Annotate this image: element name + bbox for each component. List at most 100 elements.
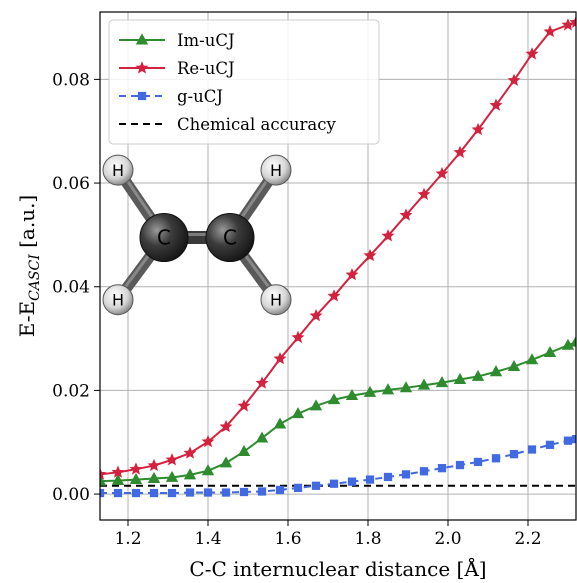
data-point [435,166,449,180]
data-point [147,471,161,483]
data-point [111,474,125,486]
data-point [135,61,149,74]
data-point [347,477,357,486]
data-point [135,33,149,45]
data-point [165,470,179,482]
series-g-ucj [100,435,576,498]
data-point [131,488,141,498]
series-line [100,21,576,476]
data-point [113,488,123,498]
data-point [167,488,177,498]
data-point [291,330,305,344]
data-point [221,488,231,497]
data-point [453,372,467,384]
data-point [311,481,321,490]
data-point [149,488,159,498]
data-point [455,460,465,470]
data-point [543,24,557,38]
atom-label: C [223,225,237,249]
y-axis-label-main: E-E [15,301,39,337]
x-tick-label: 2.2 [514,529,541,549]
x-tick-label: 1.8 [354,529,381,549]
legend-entry: Im-uCJ [119,31,235,50]
x-tick-label: 1.2 [114,529,141,549]
y-tick-label: 0.04 [52,278,90,298]
data-point [563,436,573,445]
data-point [100,488,105,498]
data-point [489,98,503,111]
data-point [201,464,215,476]
data-point [165,453,179,466]
data-point [381,383,395,395]
data-point [329,479,339,488]
data-point [345,268,359,281]
legend-box [108,19,380,145]
hydrogen-atom [102,284,134,316]
data-point [509,450,519,459]
data-point [255,376,269,389]
x-tick-label: 1.6 [274,529,301,549]
data-point [507,73,521,86]
data-point [185,488,195,497]
series-layer [100,15,576,498]
data-point [435,376,449,388]
legend-entry: Chemical accuracy [119,115,336,134]
x-tick-label: 1.4 [194,529,221,549]
data-point [147,458,161,472]
data-point [417,187,431,200]
legend-entry: g-uCJ [119,87,223,106]
data-point [257,487,267,496]
ticks: 1.2 1.4 1.6 1.8 2.0 2.2 0.00 0.02 0.04 0.06 0.08 [52,70,541,549]
legend-label: Im-uCJ [177,31,235,50]
data-point [507,359,521,372]
data-point [473,457,483,467]
data-point [527,445,537,454]
data-point [273,352,287,365]
y-tick-label: 0.00 [52,485,90,505]
x-tick-label: 2.0 [434,529,461,549]
data-point [309,308,323,322]
y-axis-label-sub: CASCI [27,254,43,301]
carbon-atom [139,212,189,262]
data-point [273,417,287,429]
data-point [275,485,285,495]
data-point [571,435,576,444]
data-point [100,467,107,480]
data-point [401,470,411,479]
data-point [491,454,501,463]
data-point [453,145,467,158]
data-point [525,47,539,60]
data-point [255,431,269,443]
data-point [471,369,485,381]
hydrogen-atom [260,154,292,186]
axes [99,11,577,521]
data-point [129,472,143,485]
data-point [569,15,576,28]
series-re-ucj [100,15,576,480]
plot-frame [99,11,577,521]
series-im-ucj [100,335,576,486]
data-point [543,345,557,358]
x-axis-label: C-C internuclear distance [Å] [189,556,486,581]
hydrogen-atom [102,154,134,186]
legend: Im-uCJ Re-uCJ g-uCJ Chemical accuracy [108,19,380,145]
data-point [237,444,251,457]
data-point [417,378,431,390]
y-axis-label: E-ECASCI [a.u.] [15,195,43,337]
data-point [137,91,147,101]
atom-label: H [112,291,124,310]
data-point [219,419,233,433]
data-point [363,248,377,262]
data-point [237,399,251,412]
data-point [201,434,215,448]
data-point [129,462,143,475]
data-point [111,465,125,478]
y-tick-label: 0.08 [52,70,90,90]
data-point [561,18,575,31]
carbon-atom [205,212,255,262]
data-point [525,353,539,365]
data-point [183,446,197,459]
data-point [327,289,341,302]
data-point [183,468,197,480]
